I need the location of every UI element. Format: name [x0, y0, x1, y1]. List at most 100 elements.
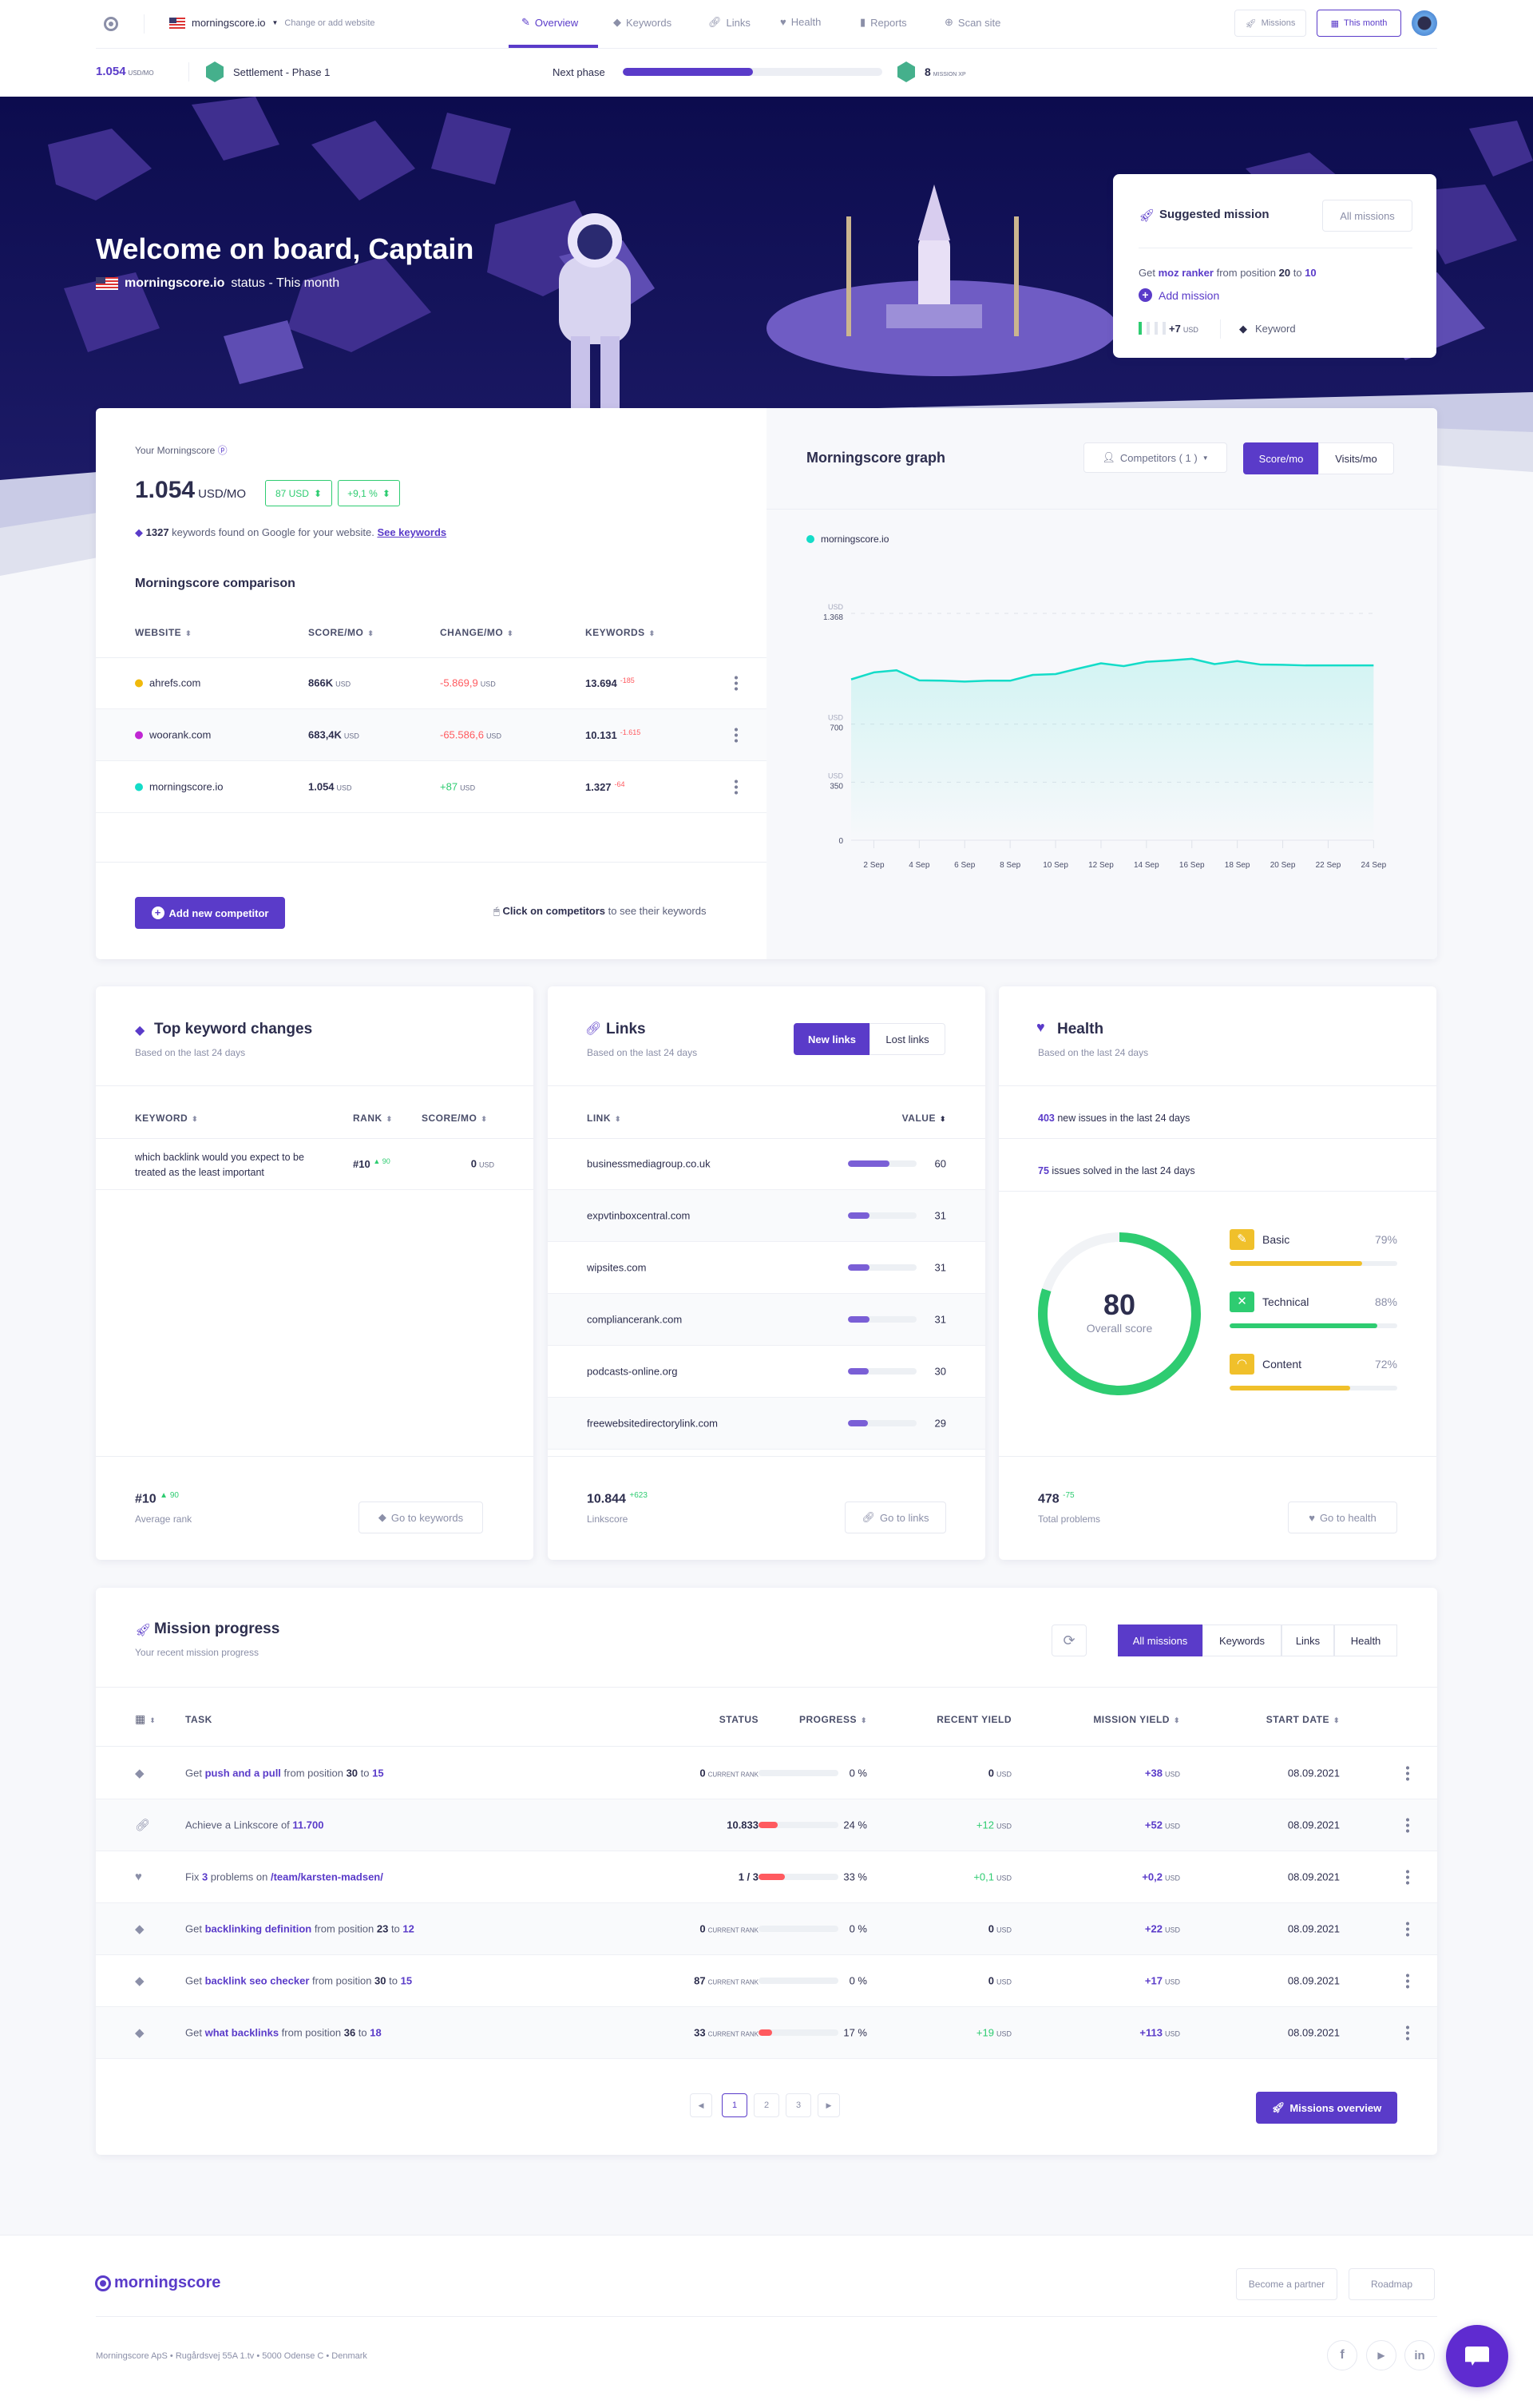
- change-site-link[interactable]: Change or add website: [284, 18, 375, 28]
- col-task[interactable]: Task: [185, 1714, 212, 1725]
- col-website[interactable]: Website ⬍: [135, 627, 192, 638]
- missions-button[interactable]: 🚀︎ Missions: [1234, 10, 1306, 37]
- row-menu-icon[interactable]: [1406, 1765, 1409, 1781]
- row-menu-icon[interactable]: [1406, 1921, 1409, 1937]
- tab-overview[interactable]: ✎ Overview: [521, 16, 579, 29]
- linkedin-link[interactable]: in: [1404, 2340, 1435, 2370]
- tab-health[interactable]: ♥ Health: [780, 16, 822, 28]
- table-row[interactable]: ◆ Get backlink seo checker from position …: [96, 1955, 1437, 2007]
- table-row[interactable]: ahrefs.com 866K USD -5.869,9 USD 13.694 -185: [96, 657, 766, 709]
- task[interactable]: Get push and a pull from position 30 to …: [185, 1767, 384, 1779]
- table-row[interactable]: 🔗︎ Achieve a Linkscore of 11.700 10.833 24 …: [96, 1799, 1437, 1851]
- col-score[interactable]: Score/mo ⬍: [422, 1113, 488, 1124]
- col-link[interactable]: Link ⬍: [587, 1113, 622, 1124]
- task[interactable]: Fix 3 problems on /team/karsten-madsen/: [185, 1870, 383, 1883]
- task[interactable]: Get backlinking definition from position…: [185, 1922, 414, 1935]
- table-row[interactable]: ◆ Get push and a pull from position 30 to…: [96, 1747, 1437, 1799]
- facebook-link[interactable]: f: [1327, 2340, 1357, 2370]
- table-row[interactable]: ◆ Get backlinking definition from positio…: [96, 1903, 1437, 1955]
- tab-lost-links[interactable]: Lost links: [869, 1023, 945, 1055]
- table-row[interactable]: freewebsitedirectorylink.com 29: [548, 1398, 985, 1450]
- task[interactable]: Achieve a Linkscore of 11.700: [185, 1819, 324, 1831]
- tab-new-links[interactable]: New links: [794, 1023, 870, 1055]
- table-row[interactable]: woorank.com 683,4K USD -65.586,6 USD 10.131 -1…: [96, 709, 766, 761]
- col-mission-yield[interactable]: Mission yield ⬍: [1093, 1714, 1180, 1725]
- task[interactable]: Get what backlinks from position 36 to 1…: [185, 2026, 382, 2039]
- filter-all-missions[interactable]: All missions: [1118, 1625, 1202, 1656]
- row-menu-icon[interactable]: [1406, 1973, 1409, 1989]
- filter-links[interactable]: Links: [1281, 1625, 1334, 1656]
- link[interactable]: wipsites.com: [587, 1261, 647, 1274]
- page-3[interactable]: 3: [786, 2093, 811, 2117]
- link[interactable]: businessmediagroup.co.uk: [587, 1157, 711, 1170]
- missions-overview-button[interactable]: 🚀︎ Missions overview: [1256, 2092, 1397, 2124]
- col-keywords[interactable]: Keywords ⬍: [585, 627, 656, 638]
- row-menu-icon[interactable]: [735, 727, 738, 743]
- roadmap-link[interactable]: Roadmap: [1349, 2268, 1435, 2300]
- link[interactable]: freewebsitedirectorylink.com: [587, 1417, 719, 1430]
- tab-reports[interactable]: ▮ Reports: [860, 16, 907, 29]
- competitors-dropdown[interactable]: 👤︎ Competitors ( 1 ) ▼: [1083, 442, 1227, 473]
- new-issues[interactable]: 403 new issues in the last 24 days: [1038, 1113, 1190, 1124]
- refresh-button[interactable]: ⟳: [1052, 1625, 1087, 1656]
- col-rank[interactable]: Rank ⬍: [353, 1113, 393, 1124]
- filter-keywords[interactable]: Keywords: [1202, 1625, 1281, 1656]
- link[interactable]: podcasts-online.org: [587, 1365, 678, 1378]
- col-value[interactable]: Value ⬍: [901, 1113, 946, 1124]
- table-row[interactable]: expvtinboxcentral.com 31: [548, 1190, 985, 1242]
- category-label[interactable]: Content: [1262, 1358, 1302, 1371]
- task[interactable]: Get backlink seo checker from position 3…: [185, 1974, 413, 1987]
- row-menu-icon[interactable]: [1406, 2025, 1409, 2041]
- table-row[interactable]: wipsites.com 31: [548, 1242, 985, 1294]
- toggle-score[interactable]: Score/mo: [1243, 442, 1319, 474]
- row-menu-icon[interactable]: [735, 779, 738, 795]
- col-progress[interactable]: Progress ⬍: [798, 1714, 867, 1725]
- see-keywords-link[interactable]: See keywords: [377, 526, 447, 538]
- go-to-links-button[interactable]: 🔗︎ Go to links: [845, 1502, 946, 1533]
- col-change-mo[interactable]: Change/mo ⬍: [440, 627, 514, 638]
- tab-keywords[interactable]: ◆ Keywords: [613, 16, 672, 29]
- table-row[interactable]: compliancerank.com 31: [548, 1294, 985, 1346]
- category-label[interactable]: Basic: [1262, 1233, 1290, 1246]
- go-to-health-button[interactable]: ♥ Go to health: [1288, 1502, 1397, 1533]
- go-to-keywords-button[interactable]: ◆ Go to keywords: [358, 1502, 483, 1533]
- avatar[interactable]: [1412, 10, 1437, 36]
- page-1[interactable]: 1: [722, 2093, 747, 2117]
- col-score-mo[interactable]: Score/mo ⬍: [308, 627, 374, 638]
- youtube-link[interactable]: ▶: [1366, 2340, 1396, 2370]
- category-label[interactable]: Technical: [1262, 1295, 1309, 1308]
- row-menu-icon[interactable]: [1406, 1817, 1409, 1833]
- period-button[interactable]: ▦ This month: [1317, 10, 1401, 37]
- logo-icon[interactable]: [104, 17, 118, 31]
- table-row[interactable]: ◆ Get what backlinks from position 36 to …: [96, 2007, 1437, 2059]
- col-start-date[interactable]: Start date ⬍: [1266, 1714, 1340, 1725]
- filter-health[interactable]: Health: [1334, 1625, 1397, 1656]
- link[interactable]: expvtinboxcentral.com: [587, 1209, 691, 1222]
- row-menu-icon[interactable]: [1406, 1869, 1409, 1885]
- table-row[interactable]: which backlink would you expect to be tr…: [96, 1138, 533, 1190]
- table-row[interactable]: businessmediagroup.co.uk 60: [548, 1138, 985, 1190]
- col-recent-yield[interactable]: Recent yield: [937, 1714, 1012, 1725]
- chat-button[interactable]: [1446, 2325, 1508, 2387]
- col-keyword[interactable]: Keyword ⬍: [135, 1113, 199, 1124]
- play-icon[interactable]: ⓟ: [217, 445, 228, 456]
- all-missions-button[interactable]: All missions: [1322, 200, 1412, 232]
- toggle-visits[interactable]: Visits/mo: [1318, 442, 1394, 474]
- footer-logo[interactable]: morningscore: [95, 2274, 220, 2292]
- row-menu-icon[interactable]: [735, 675, 738, 691]
- page-2[interactable]: 2: [754, 2093, 779, 2117]
- column-picker-icon[interactable]: ▦ ⬍: [135, 1712, 156, 1725]
- become-partner-link[interactable]: Become a partner: [1236, 2268, 1337, 2300]
- tab-links[interactable]: 🔗︎ Links: [708, 16, 751, 29]
- link[interactable]: compliancerank.com: [587, 1313, 683, 1326]
- tab-scan-site[interactable]: ⊕ Scan site: [945, 16, 1001, 29]
- next-page-button[interactable]: ▶: [818, 2093, 840, 2117]
- website-selector[interactable]: morningscore.io ▼ Change or add website: [169, 17, 375, 29]
- prev-page-button[interactable]: ◀: [690, 2093, 712, 2117]
- issues-solved[interactable]: 75 issues solved in the last 24 days: [1038, 1165, 1195, 1176]
- table-row[interactable]: ♥ Fix 3 problems on /team/karsten-madsen/…: [96, 1851, 1437, 1903]
- table-row[interactable]: morningscore.io 1.054 USD +87 USD 1.327 -64: [96, 761, 766, 813]
- col-status[interactable]: Status: [719, 1714, 759, 1725]
- add-mission-link[interactable]: + Add mission: [1139, 288, 1219, 302]
- add-competitor-button[interactable]: + Add new competitor: [135, 897, 285, 929]
